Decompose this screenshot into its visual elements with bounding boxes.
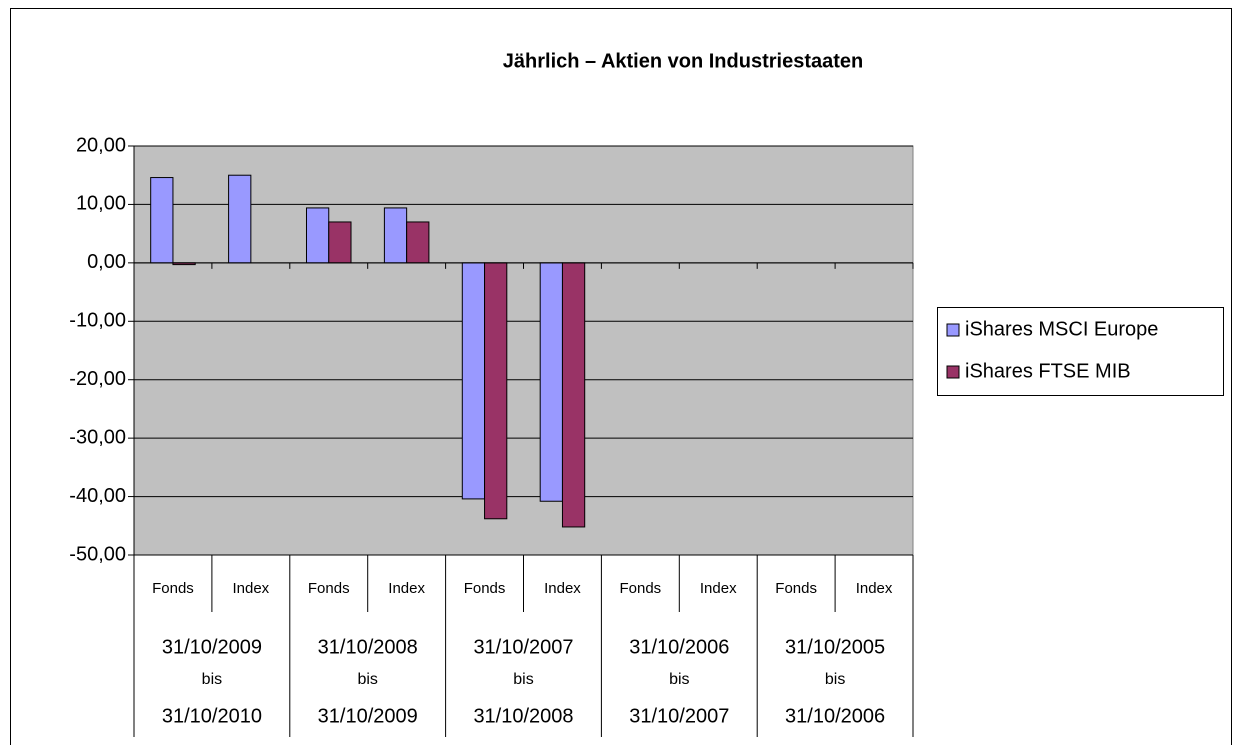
x-tick-label: Index: [856, 580, 893, 597]
group-label: 31/10/2006: [629, 636, 729, 658]
x-tick-label: Index: [700, 580, 737, 597]
y-tick-label: -40,00: [69, 485, 126, 507]
legend-box: [937, 307, 1224, 396]
chart-title: Jährlich – Aktien von Industriestaaten: [503, 50, 863, 72]
bar: [328, 221, 352, 264]
bar: [150, 177, 174, 264]
x-tick-label: Fonds: [619, 580, 661, 597]
y-tick-label: 20,00: [76, 134, 126, 156]
y-tick-label: 0,00: [87, 251, 126, 273]
bar: [484, 262, 508, 520]
x-tick-label: Fonds: [308, 580, 350, 597]
legend-label: iShares FTSE MIB: [965, 360, 1131, 382]
group-label: 31/10/2007: [629, 705, 729, 727]
group-label: 31/10/2009: [162, 636, 262, 658]
group-label: 31/10/2010: [162, 705, 262, 727]
bar: [305, 207, 330, 264]
legend-label: iShares MSCI Europe: [965, 318, 1158, 340]
x-tick-label: Fonds: [464, 580, 506, 597]
bar: [383, 207, 408, 264]
y-tick-label: -50,00: [69, 543, 126, 565]
group-label: bis: [202, 671, 222, 688]
group-label: bis: [669, 671, 689, 688]
group-label: 31/10/2006: [785, 705, 885, 727]
group-label: 31/10/2008: [318, 636, 418, 658]
y-tick-label: -20,00: [69, 368, 126, 390]
bar: [228, 174, 252, 264]
group-label: 31/10/2009: [318, 705, 418, 727]
y-tick-label: 10,00: [76, 193, 126, 215]
y-tick-label: -30,00: [69, 426, 126, 448]
x-tick-label: Index: [388, 580, 425, 597]
group-label: bis: [513, 671, 533, 688]
x-tick-label: Fonds: [152, 580, 194, 597]
bar: [461, 262, 486, 500]
bar: [406, 221, 430, 264]
bar: [539, 262, 563, 502]
y-tick-label: -10,00: [69, 310, 126, 332]
x-tick-label: Index: [544, 580, 581, 597]
x-tick-label: Index: [232, 580, 269, 597]
plot-area: [133, 145, 914, 556]
group-label: 31/10/2007: [473, 636, 573, 658]
group-label: bis: [825, 671, 845, 688]
bar: [561, 262, 586, 528]
x-tick-label: Fonds: [775, 580, 817, 597]
group-label: bis: [357, 671, 377, 688]
group-label: 31/10/2005: [785, 636, 885, 658]
group-label: 31/10/2008: [473, 705, 573, 727]
legend-swatch: [946, 323, 960, 337]
legend-swatch: [946, 365, 960, 379]
